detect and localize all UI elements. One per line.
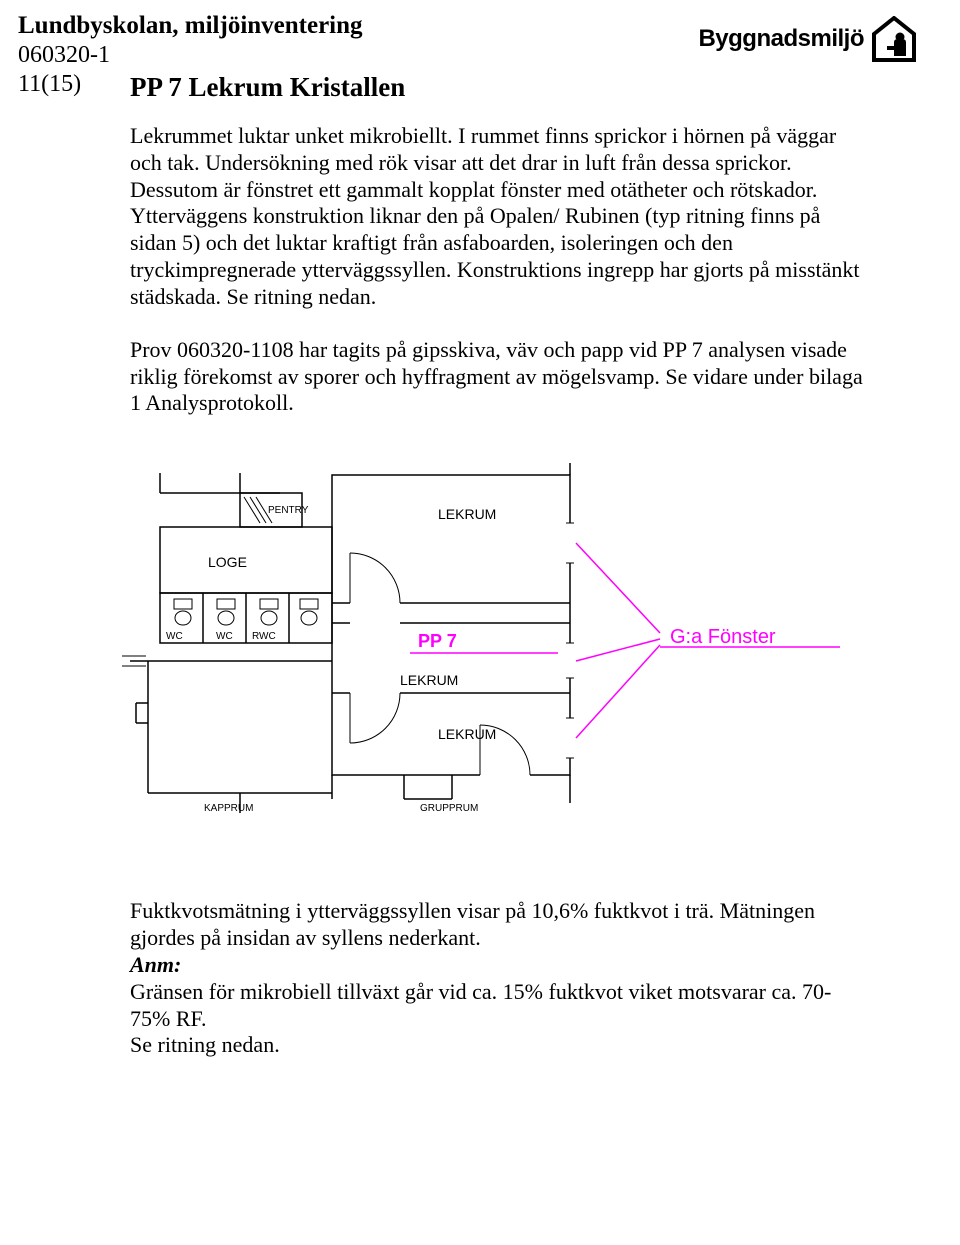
moisture-reading: Fuktkvotsmätning i ytterväggssyllen visa… [130, 898, 870, 952]
company-logo: Byggnadsmiljö [638, 16, 918, 62]
page-number: 11(15) [18, 71, 918, 98]
header: Lundbyskolan, miljöinventering 060320-1 … [18, 12, 918, 98]
content: PP 7 Lekrum Kristallen Lekrummet luktar … [130, 72, 870, 1059]
label-wc1: WC [166, 631, 183, 642]
house-icon [870, 16, 918, 62]
bottom-block: Fuktkvotsmätning i ytterväggssyllen visa… [130, 898, 870, 1059]
label-pentry: PENTRY [268, 505, 309, 516]
label-lekrum-1: LEKRUM [438, 506, 496, 522]
label-wc2: WC [216, 631, 233, 642]
label-ga-fonster: G:a Fönster [670, 626, 776, 648]
label-grupprum: GRUPPRUM [420, 803, 478, 814]
paragraph-2: Prov 060320-1108 har tagits på gipsskiva… [130, 337, 870, 417]
label-lekrum-2: LEKRUM [400, 672, 458, 688]
page: Lundbyskolan, miljöinventering 060320-1 … [0, 0, 960, 1245]
label-lekrum-3: LEKRUM [438, 726, 496, 742]
floorplan-svg: PENTRY LOGE WC WC RWC [100, 463, 860, 823]
label-kapprum: KAPPRUM [204, 803, 253, 814]
anm-label: Anm: [130, 952, 870, 979]
anm-text: Gränsen för mikrobiell tillväxt går vid … [130, 979, 870, 1033]
label-pp7: PP 7 [418, 631, 457, 651]
paragraph-1: Lekrummet luktar unket mikrobiellt. I ru… [130, 123, 870, 311]
logo-text: Byggnadsmiljö [698, 25, 864, 53]
label-rwc: RWC [252, 631, 276, 642]
floorplan: PENTRY LOGE WC WC RWC [100, 463, 870, 828]
para1a-text: Lekrummet luktar unket mikrobiellt. I ru… [130, 123, 836, 202]
para1b-text: Ytterväggens konstruktion liknar den på … [130, 203, 860, 308]
see-drawing: Se ritning nedan. [130, 1032, 870, 1059]
label-loge: LOGE [208, 554, 247, 570]
